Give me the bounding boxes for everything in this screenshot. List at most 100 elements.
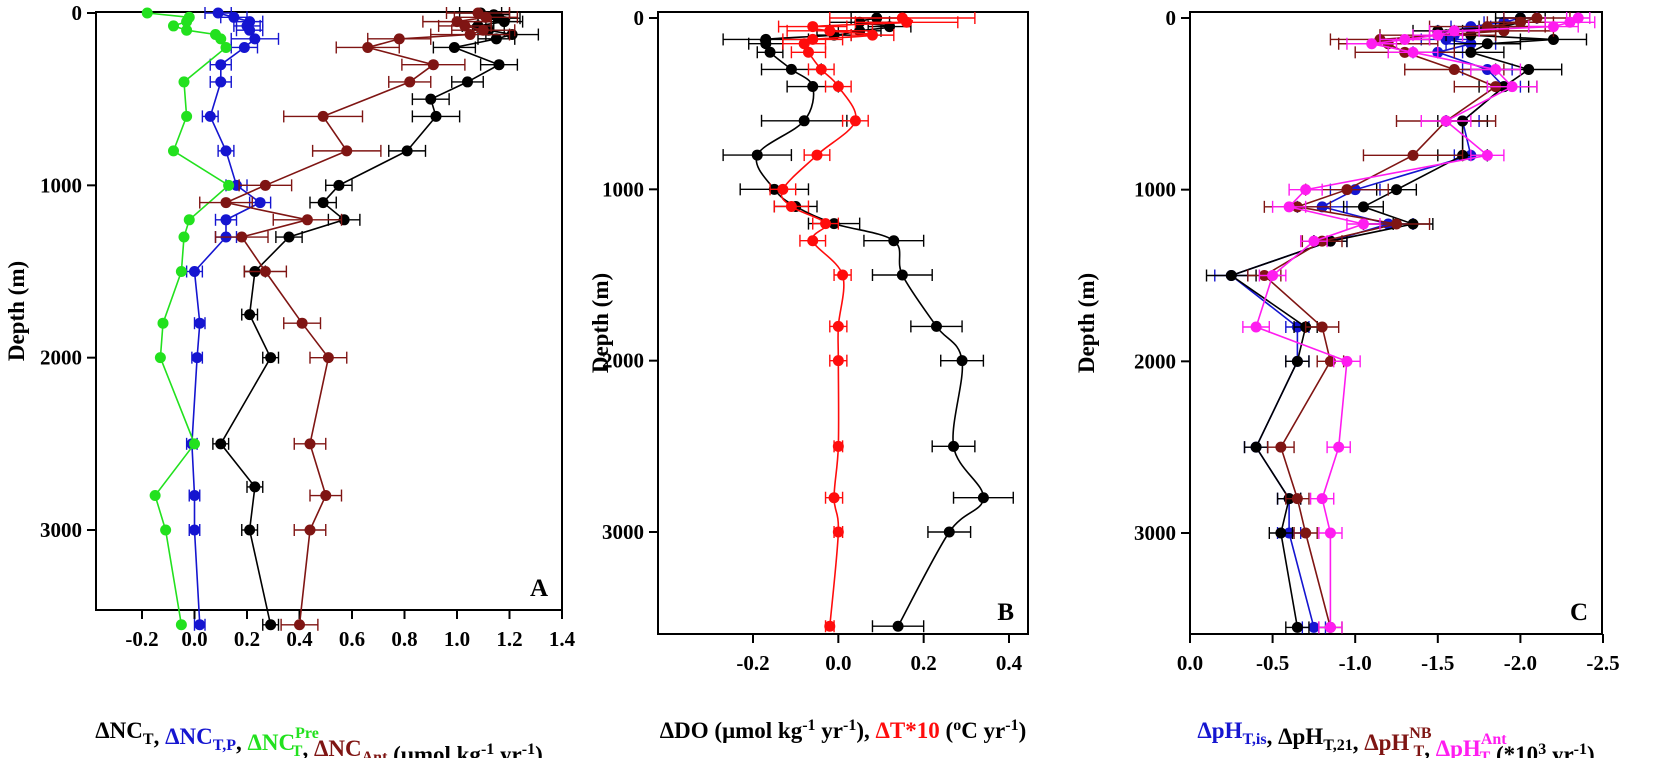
x-tick-label: 1.4: [549, 627, 576, 651]
data-point: [178, 231, 190, 243]
data-point: [430, 110, 442, 122]
data-point: [948, 440, 960, 452]
data-point: [236, 231, 248, 243]
data-point: [1481, 149, 1493, 161]
data-point: [849, 115, 861, 127]
series-line: [223, 12, 489, 625]
data-point: [183, 214, 195, 226]
data-point: [191, 352, 203, 364]
data-point: [1300, 527, 1312, 539]
series-4: [1242, 12, 1596, 634]
x-label-part: (μmol kg: [387, 742, 481, 758]
x-label-part: ,: [236, 730, 248, 755]
series-line: [219, 12, 513, 625]
data-point: [760, 38, 772, 50]
data-point: [798, 115, 810, 127]
y-axis-label: Depth (m): [588, 273, 613, 373]
data-point: [215, 33, 227, 45]
y-tick-label: 1000: [602, 177, 644, 201]
x-label-sub: T,P: [213, 737, 236, 754]
data-point: [1506, 81, 1518, 93]
x-tick-label: 0.0: [181, 627, 207, 651]
data-point: [283, 231, 295, 243]
data-point: [1357, 218, 1369, 230]
data-point: [1283, 201, 1295, 213]
data-point: [832, 81, 844, 93]
data-point: [1250, 441, 1262, 453]
data-point: [785, 200, 797, 212]
series-2: [1205, 12, 1588, 634]
series-1: [722, 12, 1014, 633]
panel-c: 0 1000 2000 3000 Depth (m) 0.0 -0.5 -1.0 -1.5 -2.…: [1074, 6, 1620, 758]
data-point: [1432, 29, 1444, 41]
x-label-part: ,: [302, 736, 314, 758]
data-point: [249, 33, 261, 45]
x-tick-label: 0.2: [234, 627, 260, 651]
x-tick-label: 1.0: [444, 627, 470, 651]
plot-frame: [95, 11, 563, 611]
x-label-part: yr: [816, 718, 843, 743]
data-point: [490, 33, 502, 45]
data-point: [168, 20, 179, 32]
data-point: [1391, 218, 1402, 230]
x-tick-label: 0.8: [391, 627, 417, 651]
data-point: [220, 41, 232, 53]
data-point: [1572, 12, 1584, 24]
x-axis-label: ΔpHT,is, ΔpHT,21, ΔpHNB T, ΔpHAnt T (*103 …: [1197, 718, 1594, 758]
data-point: [1448, 64, 1460, 75]
x-label-sup: -1: [481, 741, 494, 758]
x-label-sup: -1: [843, 717, 856, 734]
data-point: [820, 218, 832, 230]
panel-b: 0 1000 2000 3000 Depth (m) -0.2 0.0 0.2 0.4 B ΔDO …: [588, 6, 1029, 743]
data-point: [149, 490, 161, 502]
data-point: [1547, 33, 1559, 45]
x-tick-label: 0.4: [996, 651, 1023, 675]
x-label-sub: T: [1414, 743, 1425, 758]
data-point: [189, 524, 200, 536]
x-label-sup: -1: [802, 717, 815, 734]
data-point: [401, 145, 413, 157]
x-label-part: ,: [154, 724, 166, 749]
x-label-sup: NB: [1409, 725, 1432, 742]
data-point: [832, 355, 844, 367]
y-tick-label: 0: [1166, 6, 1177, 30]
data-point: [459, 20, 471, 32]
data-point: [244, 24, 256, 36]
data-point: [301, 214, 313, 226]
data-point: [1324, 621, 1336, 633]
data-point: [304, 524, 316, 536]
data-point: [317, 197, 329, 209]
data-point: [832, 320, 844, 332]
data-point: [1250, 321, 1262, 333]
data-point: [892, 620, 904, 632]
y-tick-label: 0: [634, 6, 645, 30]
data-point: [837, 269, 849, 281]
data-point: [322, 352, 334, 364]
y-tick-label: 0: [72, 1, 83, 25]
data-point: [1275, 441, 1287, 453]
data-point: [320, 490, 332, 502]
data-point: [764, 46, 776, 58]
x-tick-label: 1.2: [496, 627, 522, 651]
data-point: [1267, 270, 1279, 281]
data-point: [901, 16, 913, 28]
data-point: [1366, 38, 1378, 50]
data-point: [189, 266, 200, 277]
data-point: [189, 438, 200, 450]
data-point: [168, 145, 179, 157]
x-tick-label: -0.2: [125, 627, 158, 651]
x-label-part: ΔNC: [314, 736, 362, 758]
series-2: [185, 7, 280, 631]
data-point: [1300, 184, 1312, 196]
x-label-part: (*10: [1490, 742, 1538, 758]
data-point: [811, 149, 823, 161]
data-point: [1316, 493, 1328, 505]
x-tick-label: -1.5: [1421, 651, 1454, 675]
x-tick-label: -0.2: [736, 651, 769, 675]
data-point: [175, 266, 187, 277]
data-point: [427, 59, 439, 71]
data-point: [1333, 441, 1345, 453]
x-label-sup: Ant: [1481, 731, 1507, 748]
y-axis-label: Depth (m): [4, 261, 29, 361]
data-point: [480, 11, 492, 23]
